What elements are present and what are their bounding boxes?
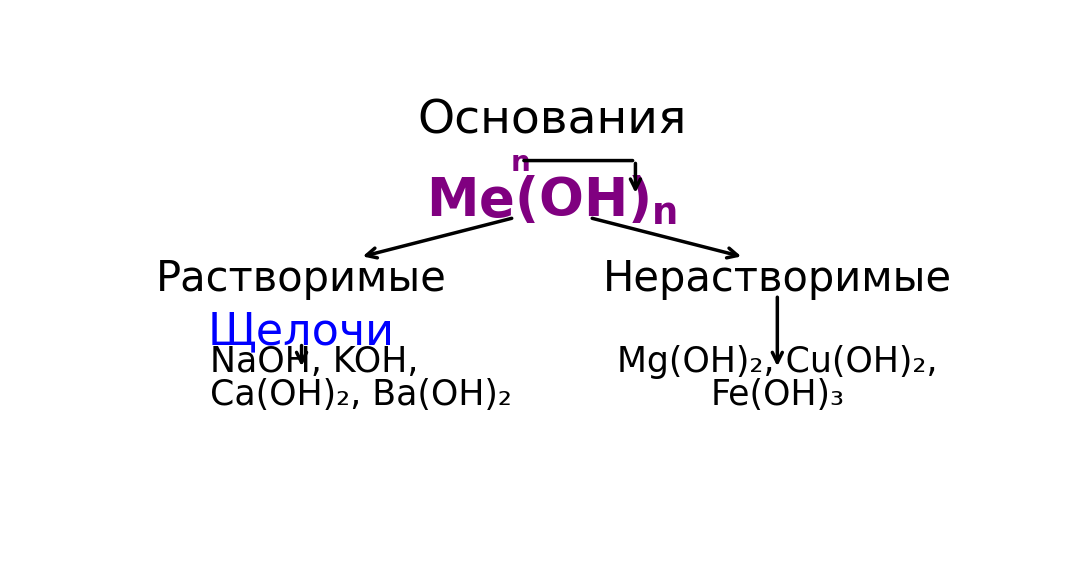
Text: NaOH, KOH,: NaOH, KOH, — [210, 345, 418, 380]
Text: Щелочи: Щелочи — [208, 310, 395, 353]
Text: Fe(OH)₃: Fe(OH)₃ — [711, 378, 844, 412]
Text: Mg(OH)₂, Cu(OH)₂,: Mg(OH)₂, Cu(OH)₂, — [617, 345, 938, 380]
Text: n: n — [510, 149, 530, 177]
Text: Ca(OH)₂, Ba(OH)₂: Ca(OH)₂, Ba(OH)₂ — [210, 378, 512, 412]
Text: Основания: Основания — [417, 99, 687, 144]
Text: Me(OH)$_\mathregular{n}$: Me(OH)$_\mathregular{n}$ — [426, 173, 677, 227]
Text: Растворимые: Растворимые — [156, 258, 447, 300]
Text: Нерастворимые: Нерастворимые — [603, 258, 952, 300]
